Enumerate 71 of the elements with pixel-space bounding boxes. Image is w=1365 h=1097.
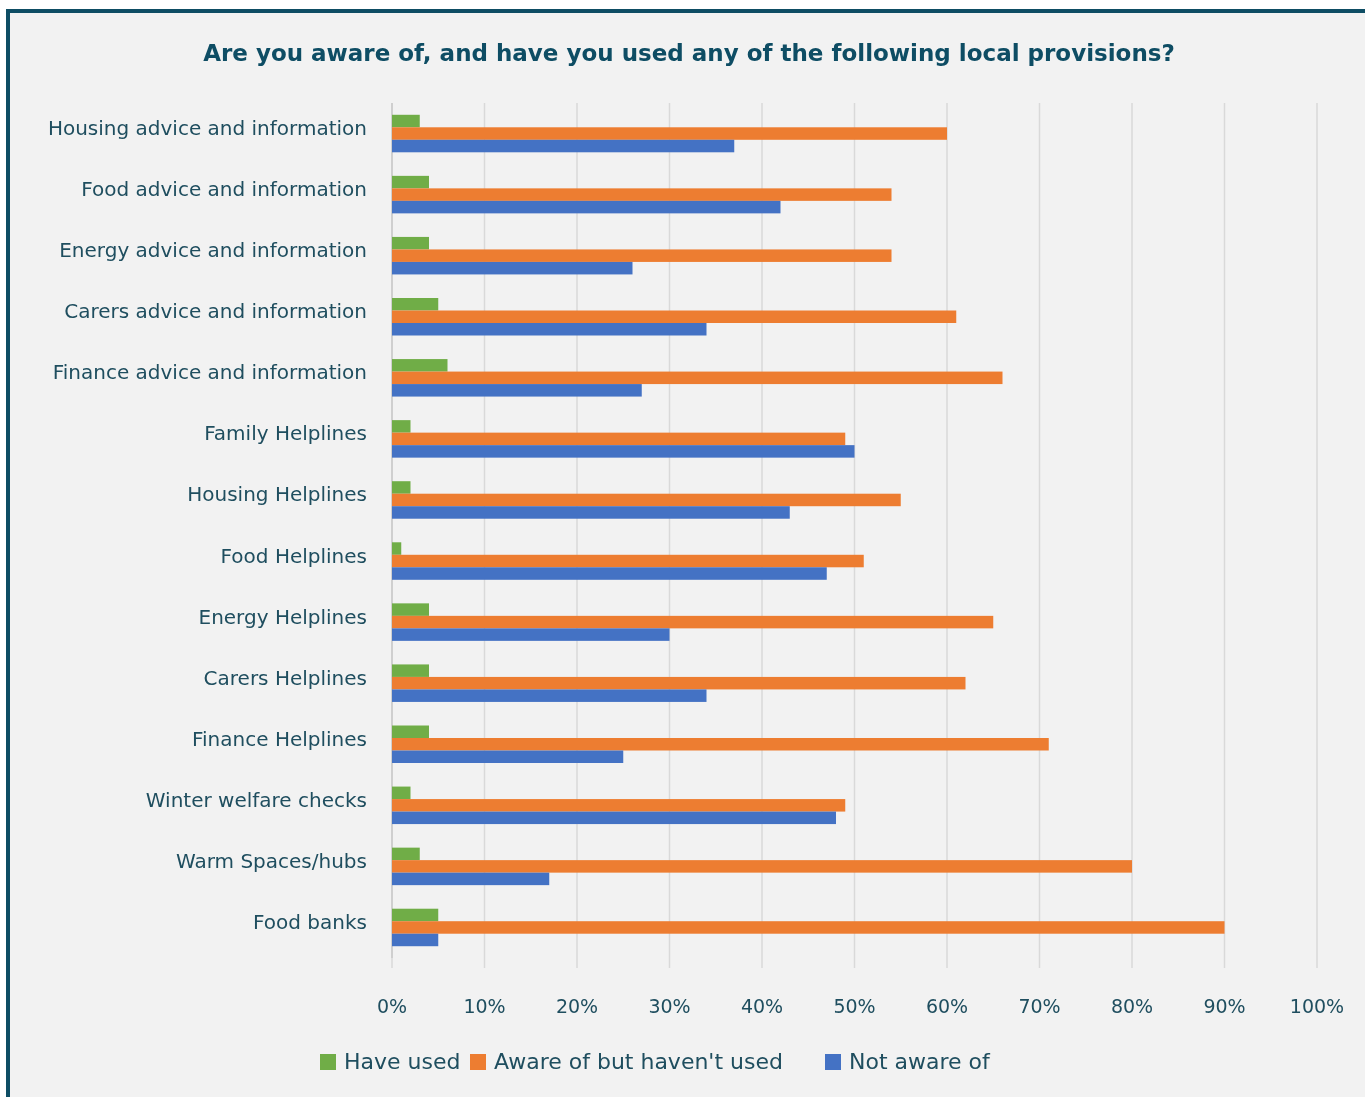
bar bbox=[392, 175, 429, 189]
bar bbox=[392, 554, 864, 568]
bar bbox=[392, 323, 707, 336]
y-tick-label: Family Helplines bbox=[204, 421, 367, 446]
bar bbox=[392, 689, 707, 702]
legend-label: Aware of but haven't used bbox=[494, 1049, 783, 1074]
bar bbox=[392, 738, 1049, 751]
bar bbox=[392, 298, 439, 311]
x-tick-label: 80% bbox=[1110, 994, 1154, 1017]
y-tick-label: Carers Helplines bbox=[203, 665, 367, 690]
bar bbox=[392, 799, 846, 812]
bar bbox=[392, 811, 836, 825]
y-tick-label: Food Helplines bbox=[220, 543, 367, 568]
bar bbox=[392, 542, 402, 555]
bar bbox=[392, 139, 735, 153]
x-tick-label: 10% bbox=[463, 994, 506, 1017]
bar bbox=[392, 371, 1003, 385]
bar bbox=[392, 445, 855, 458]
bar bbox=[392, 127, 947, 140]
bar bbox=[392, 567, 827, 580]
bar bbox=[392, 310, 957, 323]
x-tick-label: 50% bbox=[833, 994, 876, 1017]
x-tick-label: 60% bbox=[925, 994, 969, 1017]
x-tick-label: 20% bbox=[555, 994, 599, 1017]
y-tick-label: Finance advice and information bbox=[52, 360, 367, 385]
bar bbox=[392, 481, 411, 494]
bar bbox=[392, 236, 429, 250]
bar bbox=[392, 847, 420, 861]
bar bbox=[392, 249, 892, 262]
x-tick-label: 30% bbox=[648, 994, 691, 1017]
chart-title: Are you aware of, and have you used any of the following local provisions? bbox=[203, 40, 1175, 66]
bar bbox=[392, 860, 1132, 873]
bar bbox=[392, 615, 994, 629]
bar bbox=[392, 420, 411, 433]
bar bbox=[392, 921, 1225, 934]
bar bbox=[392, 725, 429, 738]
y-tick-label: Carers advice and information bbox=[64, 299, 367, 324]
legend-label: Not aware of bbox=[849, 1049, 992, 1074]
bar bbox=[392, 432, 846, 446]
bar bbox=[392, 676, 966, 690]
bar bbox=[392, 114, 420, 128]
bar bbox=[392, 261, 633, 275]
bar bbox=[392, 506, 790, 519]
x-tick-label: 100% bbox=[1289, 994, 1345, 1017]
bar bbox=[392, 603, 429, 616]
bar bbox=[392, 384, 642, 397]
y-tick-label: Energy advice and information bbox=[59, 238, 367, 263]
y-tick-label: Warm Spaces/hubs bbox=[175, 848, 367, 873]
bar bbox=[392, 933, 439, 947]
x-tick-label: 90% bbox=[1203, 994, 1246, 1017]
bar bbox=[392, 786, 411, 800]
bar bbox=[392, 359, 448, 372]
bar bbox=[392, 664, 429, 677]
y-tick-label: Winter welfare checks bbox=[145, 787, 367, 812]
bar bbox=[392, 200, 781, 214]
bar bbox=[392, 872, 550, 886]
bar bbox=[392, 628, 670, 641]
bar bbox=[392, 188, 892, 201]
y-tick-label: Housing Helplines bbox=[187, 482, 367, 507]
legend-label: Have used bbox=[344, 1049, 461, 1074]
bar bbox=[392, 493, 901, 507]
bar bbox=[392, 908, 439, 922]
y-tick-label: Food banks bbox=[253, 909, 367, 934]
x-tick-label: 70% bbox=[1018, 994, 1061, 1017]
x-tick-label: 40% bbox=[740, 994, 784, 1017]
y-tick-label: Food advice and information bbox=[81, 177, 367, 202]
x-tick-label: 0% bbox=[376, 994, 408, 1017]
y-tick-label: Energy Helplines bbox=[198, 604, 367, 629]
y-tick-label: Housing advice and information bbox=[47, 116, 367, 141]
y-tick-label: Finance Helplines bbox=[192, 726, 367, 751]
bar bbox=[392, 750, 624, 763]
